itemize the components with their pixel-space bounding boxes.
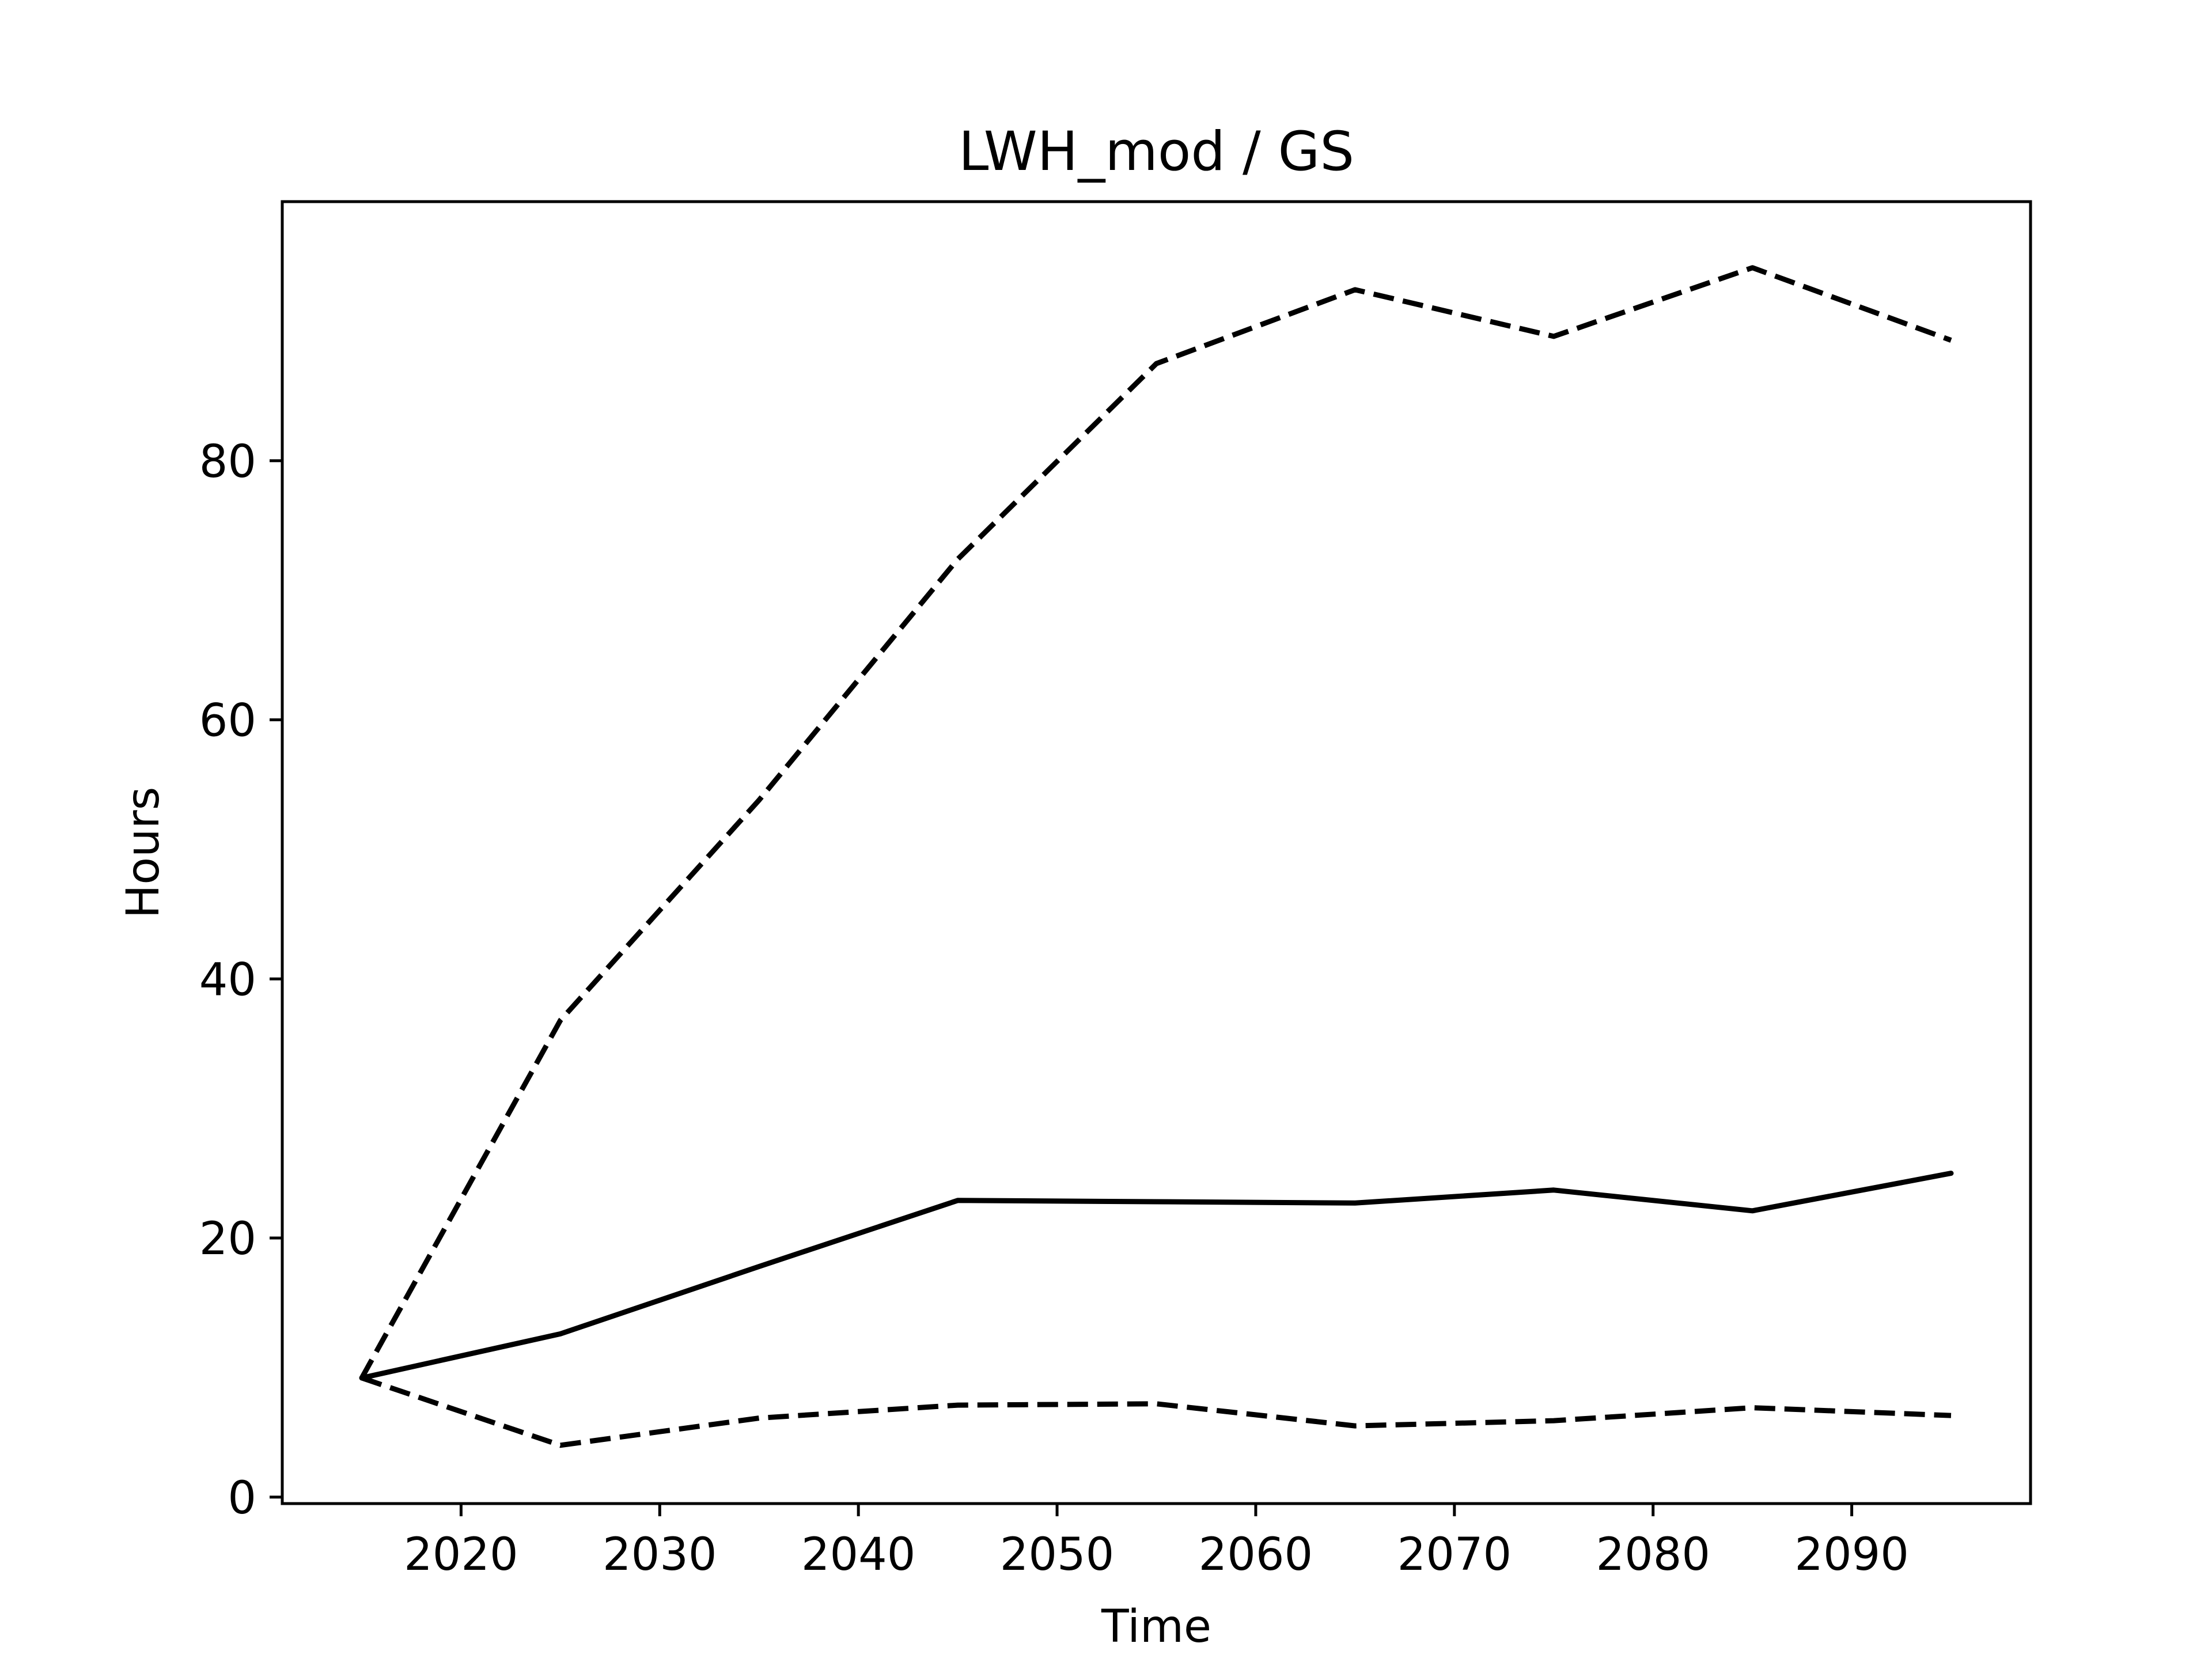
y-tick-label: 40 [199, 954, 256, 1006]
x-tick-label: 2080 [1596, 1529, 1710, 1581]
chart-title: LWH_mod / GS [959, 120, 1354, 183]
y-tick-label: 60 [199, 695, 256, 747]
x-axis-label: Time [1101, 1601, 1211, 1653]
y-tick-label: 80 [199, 436, 256, 488]
y-tick-label: 0 [228, 1472, 256, 1524]
x-tick-label: 2020 [404, 1529, 518, 1581]
series-line-dashed-upper [359, 265, 1952, 1380]
series-line-solid [359, 1171, 1954, 1381]
x-tick-label: 2030 [603, 1529, 717, 1581]
x-tick-label: 2040 [801, 1529, 916, 1581]
plot-frame [281, 200, 2032, 1505]
x-tick-label: 2090 [1794, 1529, 1909, 1581]
x-tick-label: 2070 [1397, 1529, 1512, 1581]
y-axis-label: Hours [118, 787, 169, 919]
y-tick-label: 20 [199, 1213, 256, 1265]
plot-marks [359, 265, 1954, 1448]
axis-ticks: 2020 2030 2040 2050 2060 2070 2080 209002040608… [199, 436, 1909, 1581]
x-tick-label: 2050 [1000, 1529, 1115, 1581]
series-line-dashed-lower [361, 1375, 1952, 1448]
x-tick-label: 2060 [1199, 1529, 1313, 1581]
